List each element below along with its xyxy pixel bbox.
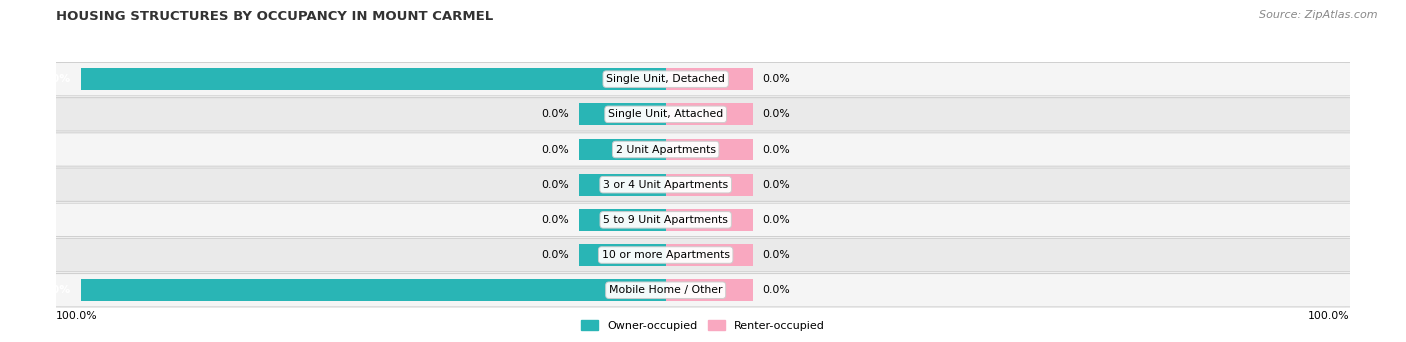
Text: 10 or more Apartments: 10 or more Apartments — [602, 250, 730, 260]
FancyBboxPatch shape — [44, 238, 1362, 272]
FancyBboxPatch shape — [44, 133, 1362, 166]
Text: 0.0%: 0.0% — [762, 109, 790, 119]
Text: Single Unit, Detached: Single Unit, Detached — [606, 74, 725, 84]
Bar — [665, 139, 752, 160]
Text: 0.0%: 0.0% — [762, 180, 790, 190]
Bar — [579, 139, 665, 160]
Text: Single Unit, Attached: Single Unit, Attached — [607, 109, 723, 119]
Bar — [665, 174, 752, 196]
Text: 2 Unit Apartments: 2 Unit Apartments — [616, 145, 716, 155]
Text: 0.0%: 0.0% — [541, 145, 568, 155]
Bar — [665, 244, 752, 266]
Bar — [665, 68, 752, 90]
Bar — [665, 103, 752, 125]
Bar — [579, 174, 665, 196]
Bar — [82, 68, 665, 90]
FancyBboxPatch shape — [44, 274, 1362, 307]
Text: Mobile Home / Other: Mobile Home / Other — [609, 285, 723, 295]
Bar — [82, 279, 665, 301]
Text: 0.0%: 0.0% — [541, 180, 568, 190]
Bar — [579, 244, 665, 266]
Text: 0.0%: 0.0% — [541, 109, 568, 119]
Text: 0.0%: 0.0% — [541, 250, 568, 260]
Text: 0.0%: 0.0% — [541, 215, 568, 225]
Text: Source: ZipAtlas.com: Source: ZipAtlas.com — [1260, 10, 1378, 20]
FancyBboxPatch shape — [44, 168, 1362, 201]
Text: 0.0%: 0.0% — [762, 215, 790, 225]
Text: HOUSING STRUCTURES BY OCCUPANCY IN MOUNT CARMEL: HOUSING STRUCTURES BY OCCUPANCY IN MOUNT… — [56, 10, 494, 23]
Text: 100.0%: 100.0% — [25, 285, 72, 295]
Bar — [579, 103, 665, 125]
Text: 3 or 4 Unit Apartments: 3 or 4 Unit Apartments — [603, 180, 728, 190]
Text: 100.0%: 100.0% — [56, 311, 98, 321]
Text: 5 to 9 Unit Apartments: 5 to 9 Unit Apartments — [603, 215, 728, 225]
Legend: Owner-occupied, Renter-occupied: Owner-occupied, Renter-occupied — [576, 315, 830, 337]
Text: 0.0%: 0.0% — [762, 74, 790, 84]
Bar — [665, 279, 752, 301]
Text: 100.0%: 100.0% — [1308, 311, 1350, 321]
Text: 0.0%: 0.0% — [762, 285, 790, 295]
Bar — [579, 209, 665, 231]
Bar — [665, 209, 752, 231]
FancyBboxPatch shape — [44, 203, 1362, 237]
FancyBboxPatch shape — [44, 63, 1362, 96]
Text: 0.0%: 0.0% — [762, 250, 790, 260]
FancyBboxPatch shape — [44, 97, 1362, 131]
Text: 100.0%: 100.0% — [25, 74, 72, 84]
Text: 0.0%: 0.0% — [762, 145, 790, 155]
